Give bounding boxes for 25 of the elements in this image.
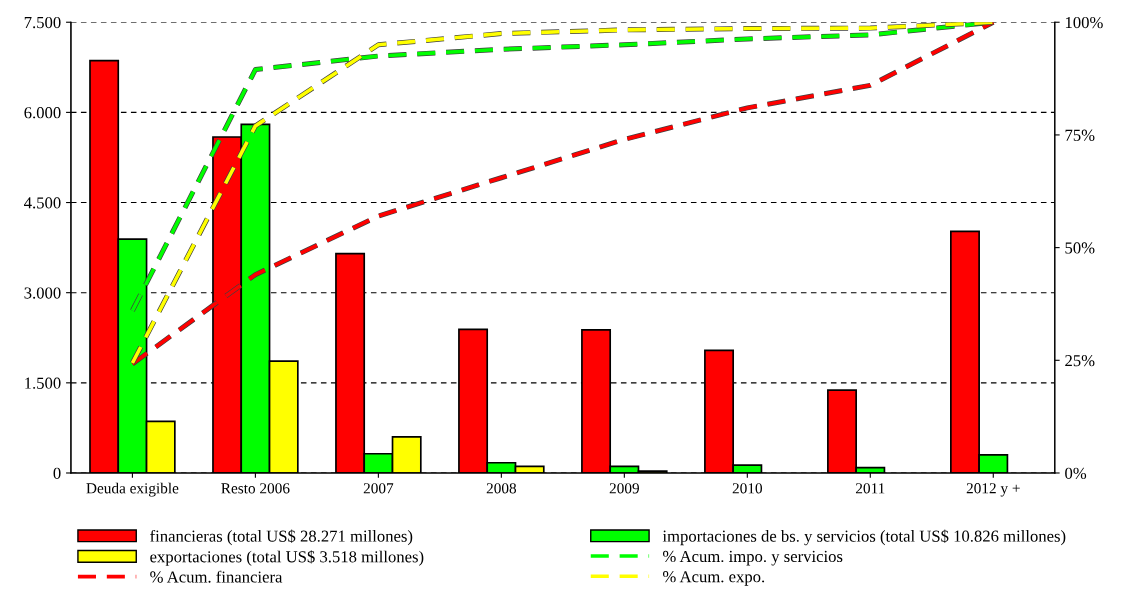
- legend-label: financieras (total US$ 28.271 millones): [150, 529, 413, 546]
- y2-tick-label: 75%: [1065, 129, 1095, 141]
- y2-tick-label: 50%: [1065, 242, 1095, 254]
- y2-tick-label: 0%: [1065, 467, 1087, 479]
- x-tick-label: 2008: [486, 483, 517, 494]
- x-tick-label: 2007: [363, 483, 394, 494]
- legend-label: % Acum. impo. y servicios: [662, 550, 843, 566]
- x-tick-label: Resto 2006: [221, 483, 290, 494]
- y-tick-label: 6.000: [24, 107, 61, 119]
- y-tick-label: 7.500: [24, 16, 61, 29]
- y-tick-label: 3.000: [24, 287, 61, 299]
- x-tick-label: 2010: [732, 483, 763, 494]
- x-tick-label: 2012 y +: [966, 483, 1020, 497]
- x-tick-label: 2011: [855, 483, 885, 494]
- legend-label: % Acum. financiera: [150, 570, 283, 583]
- x-tick-label: Deuda exigible: [86, 482, 179, 497]
- legend-label: % Acum. expo.: [662, 571, 765, 586]
- y-tick-label: 4.500: [24, 197, 61, 209]
- legend-label: exportaciones (total US$ 3.518 millones): [150, 550, 424, 566]
- y-tick-label: 1.500: [25, 377, 61, 389]
- legend-label: importaciones de bs. y servicios (total US$ 10.826 millones): [662, 529, 1066, 546]
- y2-tick-label: 100%: [1065, 16, 1103, 29]
- y2-tick-label: 25%: [1065, 355, 1095, 367]
- x-tick-label: 2009: [609, 483, 639, 494]
- y-tick-label: 0: [53, 467, 61, 479]
